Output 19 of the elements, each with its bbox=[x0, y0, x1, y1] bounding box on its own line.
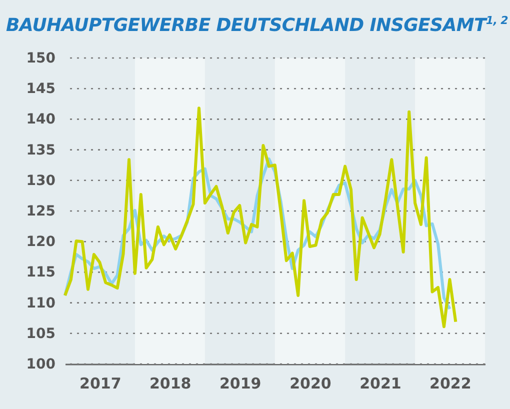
y-tick-label: 130 bbox=[26, 172, 56, 189]
y-tick-label: 110 bbox=[26, 295, 56, 312]
y-tick-label: 145 bbox=[26, 81, 56, 98]
x-tick-label: 2019 bbox=[219, 374, 262, 392]
y-tick-label: 100 bbox=[26, 356, 56, 372]
x-tick-label: 2018 bbox=[149, 374, 192, 392]
y-tick-label: 120 bbox=[26, 234, 56, 250]
x-tick-label: 2022 bbox=[430, 374, 472, 392]
chart-title: BAUHAUPTGEWERBE DEUTSCHLAND INSGESAMT$^{1, 2}$ bbox=[5, 13, 510, 38]
line-series bbox=[64, 106, 458, 328]
y-tick-label: 125 bbox=[26, 204, 56, 220]
x-tick-label: 2021 bbox=[360, 374, 402, 392]
x-tick-label: 2017 bbox=[80, 374, 122, 392]
y-tick-label: 135 bbox=[26, 142, 56, 158]
y-tick-label: 105 bbox=[26, 326, 56, 342]
y-tick-label: 140 bbox=[26, 112, 56, 128]
x-tick-label: 2020 bbox=[290, 374, 332, 392]
y-tick-label: 150 bbox=[26, 50, 56, 66]
y-tick-label: 115 bbox=[26, 264, 56, 281]
